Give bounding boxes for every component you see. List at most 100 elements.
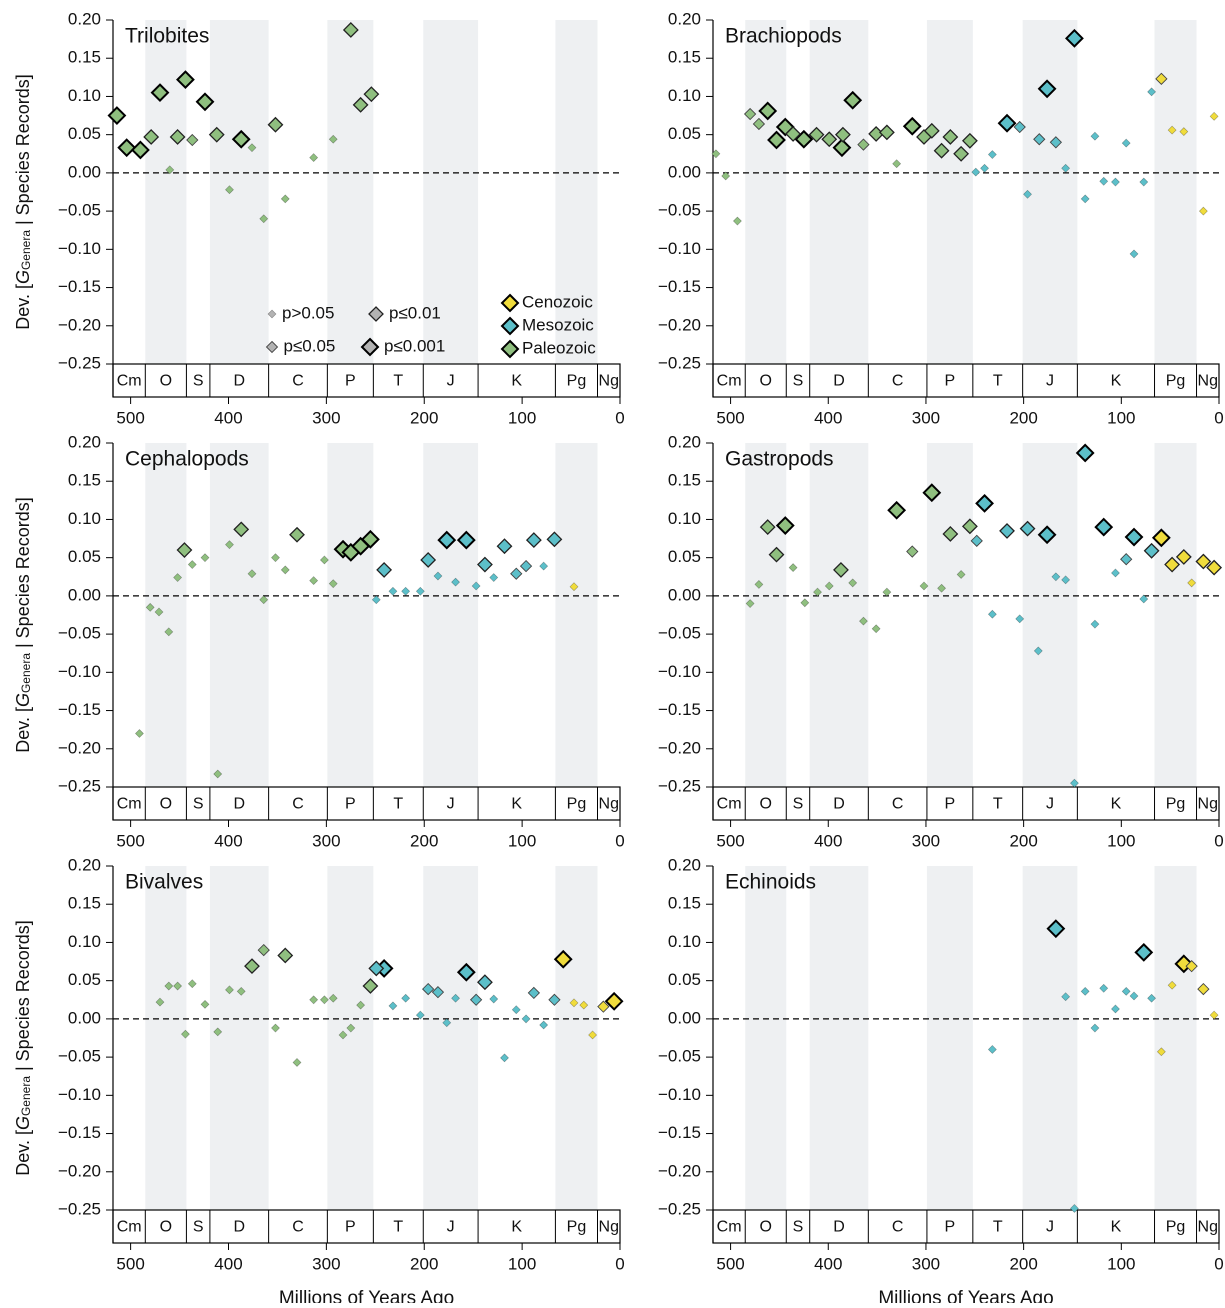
period-label: T [993,1219,1003,1236]
x-tick-label: 300 [312,1254,340,1273]
marker [1209,1010,1219,1020]
x-tick-label: 500 [116,831,144,850]
marker [187,979,197,989]
marker [456,962,476,982]
y-tick-label: −0.20 [658,315,701,334]
period-label: D [233,1219,245,1236]
panel: Cm O S D C P T J K Pg Ng −0.25 −0.20 −0.15 −0.10 −0.05 0… [658,432,1224,850]
period-band [209,866,269,1210]
y-tick-label: −0.05 [658,1047,701,1066]
x-tick-label: 400 [814,408,842,427]
period-band [809,443,869,787]
marker [360,337,380,357]
y-axis-label-part: G [13,1116,33,1130]
period-band [809,20,869,364]
marker [539,1020,549,1030]
marker [328,993,338,1003]
period-label: Pg [1166,373,1186,390]
marker [922,483,942,503]
marker [173,573,183,582]
marker [267,309,277,319]
marker [1046,919,1066,939]
marker [1198,206,1208,216]
period-label: C [292,1219,304,1236]
marker [456,530,476,550]
y-tick-label: −0.10 [58,239,101,258]
marker [511,1005,521,1015]
marker [1051,572,1061,582]
marker [225,540,234,550]
y-tick-label: 0.05 [68,124,101,143]
periods: Cm O S D C P T J K Pg Ng [717,443,1218,820]
marker [431,985,445,999]
period-label: P [345,373,356,390]
marker [1099,176,1109,186]
period-label: Cm [117,373,142,390]
marker [1185,960,1198,973]
legend-label: p≤0.01 [389,303,441,322]
marker [165,165,175,175]
marker [1167,980,1177,990]
marker [1061,992,1071,1002]
marker [1111,568,1120,578]
period-label: Cm [717,373,742,390]
marker [415,1010,425,1020]
marker [107,106,127,125]
marker [267,116,284,133]
period-label: O [760,373,772,390]
y-tick-label: −0.20 [58,738,101,757]
y-tick-label: −0.15 [58,700,101,719]
marker [442,1018,452,1028]
period-label: Cm [117,1219,142,1236]
y-tick-label: −0.10 [658,1085,701,1104]
y-tick-label: 0.15 [668,471,701,490]
period-label: D [233,796,245,813]
period-label: S [793,1219,804,1236]
x-tick-label: 100 [1107,831,1135,850]
y-axis-label-part: Genera [19,1076,33,1116]
marker [1070,1204,1079,1213]
x-tick-label: 500 [716,831,744,850]
y-tick-label: 0.15 [668,48,701,67]
marker [489,573,499,582]
period-label: O [760,1219,772,1236]
x-tick-label: 300 [312,831,340,850]
marker [352,96,369,113]
x-tick-label: 0 [1214,408,1223,427]
marker [961,132,978,149]
y-tick-label: −0.10 [658,239,701,258]
y-tick-label: −0.05 [58,624,101,643]
marker [319,995,329,1005]
marker [1206,559,1223,576]
marker [244,958,260,975]
x-tick-label: 500 [716,408,744,427]
period-label: K [1111,796,1122,813]
marker [154,607,164,617]
marker [489,994,499,1004]
marker [257,943,270,957]
marker [961,518,978,535]
marker [169,129,186,145]
marker [510,567,523,580]
marker [987,1045,997,1054]
marker [328,134,338,144]
marker [500,293,520,313]
marker [338,1030,348,1040]
marker [471,581,481,591]
marker [155,997,165,1007]
y-axis-label-part: | Species Records] [13,920,33,1076]
period-band [1154,866,1197,1210]
period-band [1022,866,1078,1210]
periods: Cm O S D C P T J K Pg Ng [117,20,619,397]
panel: Cm O S D C P T J K Pg Ng −0.25 −0.20 −0.15 −0.10 −0.05 0… [13,855,625,1308]
marker [145,602,155,612]
marker [834,126,851,143]
marker [604,991,624,1011]
period-band [555,866,598,1210]
legend-label: Paleozoic [522,338,596,357]
period-label: K [1111,373,1122,390]
marker [539,561,549,571]
period-band [145,443,187,787]
y-axis-label-part: | Species Records] [13,497,33,653]
period-label: C [892,1219,904,1236]
